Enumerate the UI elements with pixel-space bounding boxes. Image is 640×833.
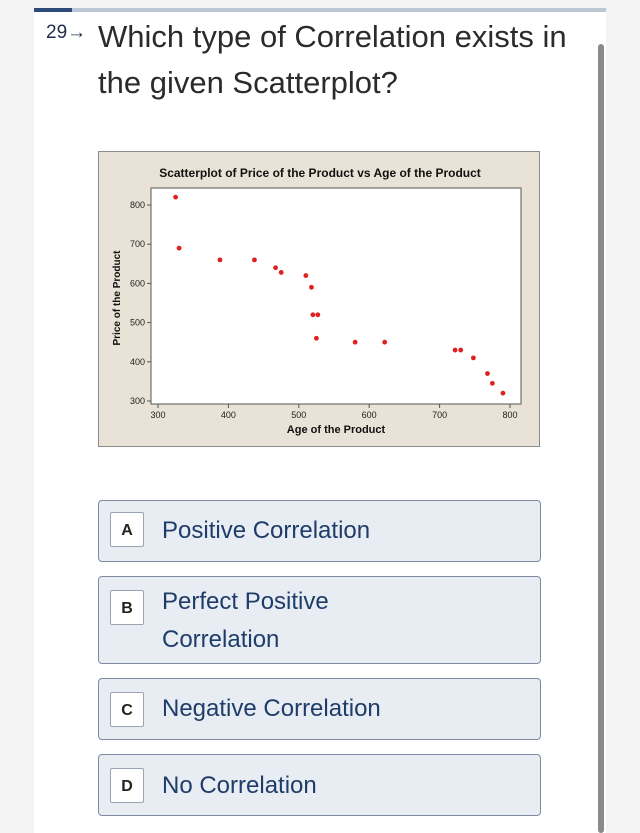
option-d[interactable]: D No Correlation	[98, 754, 541, 816]
option-d-letter: D	[110, 768, 144, 803]
option-a-letter: A	[110, 512, 144, 547]
scatter-point	[452, 347, 458, 353]
scatter-point	[382, 339, 388, 345]
option-b-letter: B	[110, 590, 144, 625]
y-axis-label: Price of the Product	[112, 250, 123, 346]
x-tick-label: 600	[362, 410, 377, 420]
scatter-point	[309, 284, 314, 290]
option-c-text: Negative Correlation	[162, 695, 381, 722]
x-axis-label: Age of the Product	[287, 424, 386, 436]
y-tick-label: 400	[130, 357, 145, 367]
scatter-point	[458, 347, 464, 353]
y-tick-label: 800	[130, 200, 145, 210]
scatter-point	[315, 312, 321, 318]
scatter-point	[252, 257, 257, 263]
scatterplot-chart: Scatterplot of Price of the Product vs A…	[112, 166, 522, 436]
option-c-letter: C	[110, 692, 144, 727]
progress-indicator	[34, 8, 72, 12]
scatter-point	[500, 390, 506, 396]
scatter-point	[176, 245, 182, 251]
scatter-point	[278, 270, 284, 275]
option-a[interactable]: A Positive Correlation	[98, 500, 541, 562]
scatterplot-image: Scatterplot of Price of the Product vs A…	[98, 151, 540, 447]
scatter-point	[310, 312, 316, 318]
scatter-point	[217, 257, 223, 263]
y-tick-label: 700	[130, 239, 145, 249]
scatter-point	[314, 335, 319, 341]
option-b-text: Perfect Positive Correlation	[162, 588, 329, 653]
scatter-point	[173, 194, 178, 200]
option-d-text: No Correlation	[162, 772, 317, 799]
chart-title: Scatterplot of Price of the Product vs A…	[159, 166, 481, 180]
plot-area	[150, 187, 522, 405]
y-tick-label: 600	[130, 278, 145, 288]
scatter-point	[470, 355, 476, 361]
scrollbar[interactable]	[598, 44, 604, 833]
scatter-point	[303, 273, 309, 278]
x-tick-label: 700	[432, 410, 447, 420]
option-a-text: Positive Correlation	[162, 517, 371, 544]
y-tick-label: 300	[130, 396, 145, 406]
option-b[interactable]: B Perfect Positive Correlation	[98, 576, 541, 664]
scatter-point	[485, 371, 490, 376]
scatter-point	[490, 380, 495, 386]
question-text: Which type of Correlation exists in the …	[98, 19, 567, 100]
scatter-point	[352, 339, 358, 345]
x-tick-label: 800	[502, 410, 517, 420]
x-tick-label: 300	[150, 410, 165, 420]
y-tick-label: 500	[130, 318, 145, 328]
progress-track	[34, 8, 606, 12]
option-c[interactable]: C Negative Correlation	[98, 678, 541, 740]
question-number: 29→	[46, 22, 87, 43]
scatter-point	[273, 265, 278, 271]
x-tick-label: 400	[221, 410, 236, 420]
x-tick-label: 500	[291, 410, 306, 420]
